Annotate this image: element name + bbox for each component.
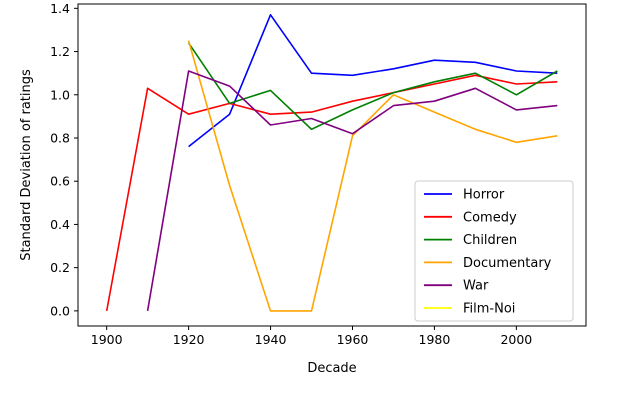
y-tick-label: 0.6 xyxy=(50,174,70,189)
legend-label: War xyxy=(463,279,489,294)
legend-label: Horror xyxy=(463,188,505,203)
series-line-3 xyxy=(187,40,558,312)
y-tick-label: 0.4 xyxy=(50,217,70,232)
y-axis: 0.0 0.2 0.4 0.6 0.8 1.0 1.2 1.4 xyxy=(50,1,78,318)
plot-frame xyxy=(77,3,587,327)
legend-label: Film-Noi xyxy=(463,302,515,317)
series-layer xyxy=(105,14,558,312)
x-tick-label: 1980 xyxy=(419,332,451,347)
series-line-0 xyxy=(188,14,558,148)
y-tick-label: 1.0 xyxy=(50,87,70,102)
x-tick-label: 1900 xyxy=(91,332,123,347)
y-tick-label: 0.2 xyxy=(50,260,70,275)
series-line-4 xyxy=(146,70,558,312)
x-tick-label: 2000 xyxy=(500,332,532,347)
y-tick-label: 1.2 xyxy=(50,44,70,59)
legend: Horror Comedy Children Documentary War Film-N… xyxy=(414,180,574,322)
y-tick-label: 1.4 xyxy=(50,1,70,16)
x-tick-label: 1960 xyxy=(337,332,369,347)
series-line-2 xyxy=(187,42,558,131)
legend-label: Documentary xyxy=(463,256,552,271)
x-tick-label: 1940 xyxy=(255,332,287,347)
y-tick-label: 0.8 xyxy=(50,130,70,145)
legend-label: Comedy xyxy=(463,210,517,225)
legend-label: Children xyxy=(463,233,517,248)
legend-box xyxy=(414,180,574,322)
y-tick-label: 0.0 xyxy=(50,303,70,318)
y-axis-title: Standard Deviation of ratings xyxy=(19,69,34,261)
x-tick-label: 1920 xyxy=(173,332,205,347)
x-axis: 1900 1920 1940 1960 1980 2000 xyxy=(91,326,532,347)
x-axis-title: Decade xyxy=(307,361,356,376)
